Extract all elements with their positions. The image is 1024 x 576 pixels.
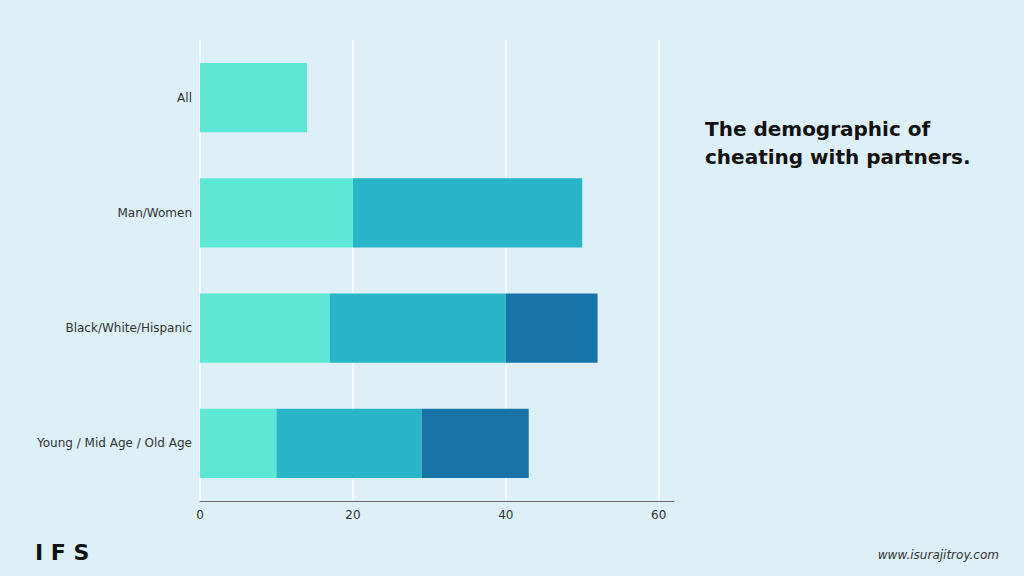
svg-text:0: 0 xyxy=(196,508,204,522)
svg-text:60: 60 xyxy=(651,508,666,522)
svg-text:Man/Women: Man/Women xyxy=(117,206,192,220)
svg-text:Black/White/Hispanic: Black/White/Hispanic xyxy=(65,321,192,335)
svg-text:20: 20 xyxy=(345,508,360,522)
svg-text:The demographic of: The demographic of xyxy=(705,117,931,141)
svg-text:Young / Mid Age / Old Age: Young / Mid Age / Old Age xyxy=(36,436,192,450)
svg-text:40: 40 xyxy=(498,508,513,522)
svg-text:cheating with partners.: cheating with partners. xyxy=(705,145,971,169)
svg-text:www.isurajitroy.com: www.isurajitroy.com xyxy=(878,548,999,562)
svg-text:I F S: I F S xyxy=(35,540,89,565)
svg-text:All: All xyxy=(177,91,192,105)
